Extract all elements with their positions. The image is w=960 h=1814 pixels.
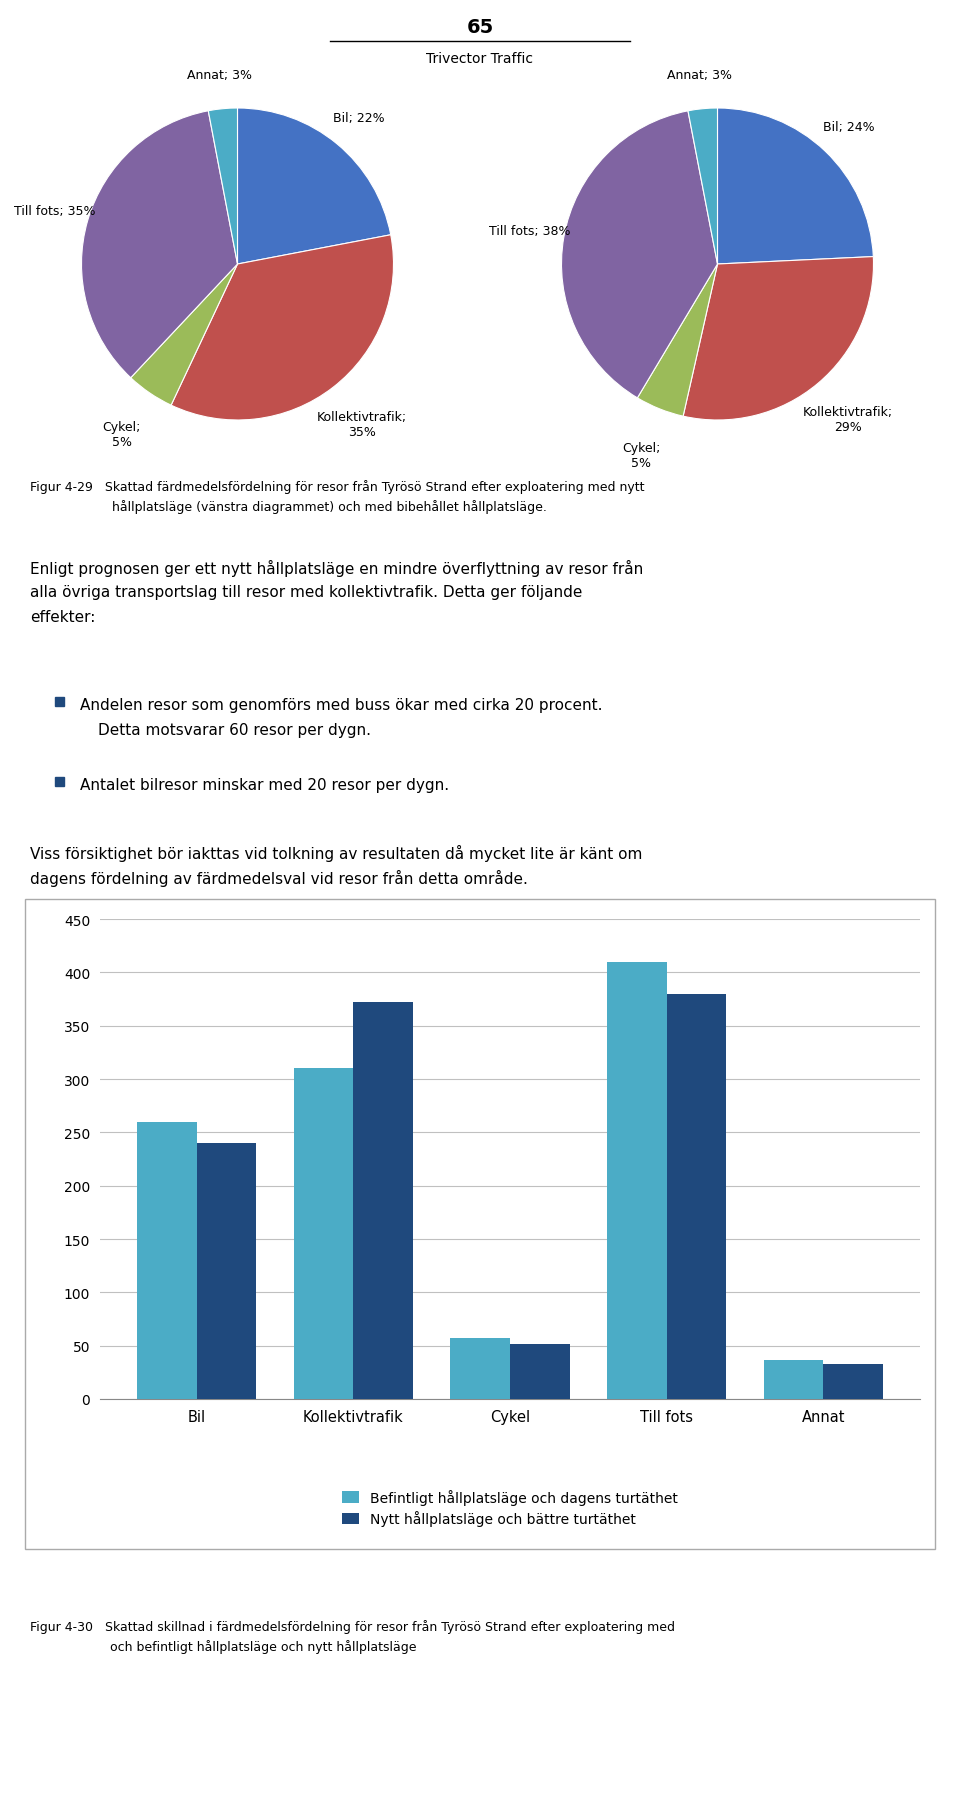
Wedge shape [208,109,237,265]
Text: Trivector Traffic: Trivector Traffic [426,53,534,65]
Bar [666,994,726,1399]
Bar [764,1360,824,1399]
Text: Detta motsvarar 60 resor per dygn.: Detta motsvarar 60 resor per dygn. [98,722,371,738]
Text: Till fots; 35%: Till fots; 35% [14,205,95,218]
Wedge shape [562,112,717,399]
Text: alla övriga transportslag till resor med kollektivtrafik. Detta ger följande: alla övriga transportslag till resor med… [30,584,583,600]
FancyBboxPatch shape [55,698,64,707]
Text: Kollektivtrafik;
35%: Kollektivtrafik; 35% [317,412,407,439]
Text: Cykel;
5%: Cykel; 5% [103,421,141,450]
Bar [197,1143,256,1399]
Text: Annat; 3%: Annat; 3% [667,69,732,82]
Wedge shape [688,109,717,265]
Bar [294,1068,353,1399]
Text: effekter:: effekter: [30,610,95,624]
Text: dagens fördelning av färdmedelsval vid resor från detta område.: dagens fördelning av färdmedelsval vid r… [30,869,528,887]
FancyBboxPatch shape [55,778,64,787]
Text: Enligt prognosen ger ett nytt hållplatsläge en mindre överflyttning av resor frå: Enligt prognosen ger ett nytt hållplatsl… [30,561,643,577]
Wedge shape [717,109,874,265]
Text: Kollektivtrafik;
29%: Kollektivtrafik; 29% [803,406,893,434]
Bar [353,1003,413,1399]
Bar [607,961,666,1399]
Text: Bil; 24%: Bil; 24% [823,122,875,134]
Text: Till fots; 38%: Till fots; 38% [490,225,571,238]
Wedge shape [237,109,391,265]
Wedge shape [131,265,237,406]
Wedge shape [637,265,717,417]
Wedge shape [684,258,874,421]
Bar [510,1344,569,1399]
Text: Bil; 22%: Bil; 22% [333,112,385,125]
Text: hållplatsläge (vänstra diagrammet) och med bibehållet hållplatsläge.: hållplatsläge (vänstra diagrammet) och m… [112,499,547,513]
Text: Figur 4-29   Skattad färdmedelsfördelning för resor från Tyrösö Strand efter exp: Figur 4-29 Skattad färdmedelsfördelning … [30,479,644,493]
FancyBboxPatch shape [25,900,935,1549]
Text: och befintligt hållplatsläge och nytt hållplatsläge: och befintligt hållplatsläge och nytt hå… [110,1640,417,1653]
Text: Figur 4-30   Skattad skillnad i färdmedelsfördelning för resor från Tyrösö Stran: Figur 4-30 Skattad skillnad i färdmedels… [30,1620,675,1633]
Bar [824,1364,883,1399]
Text: Annat; 3%: Annat; 3% [187,69,252,82]
Bar [137,1123,197,1399]
Bar [450,1339,510,1399]
Text: 65: 65 [467,18,493,36]
Text: Viss försiktighet bör iakttas vid tolkning av resultaten då mycket lite är känt : Viss försiktighet bör iakttas vid tolkni… [30,845,642,862]
Text: Cykel;
5%: Cykel; 5% [622,443,660,470]
Text: Antalet bilresor minskar med 20 resor per dygn.: Antalet bilresor minskar med 20 resor pe… [80,778,449,793]
Wedge shape [82,112,237,379]
Legend: Befintligt hållplatsläge och dagens turtäthet, Nytt hållplatsläge och bättre tur: Befintligt hållplatsläge och dagens turt… [342,1489,678,1527]
Wedge shape [171,236,394,421]
Text: Andelen resor som genomförs med buss ökar med cirka 20 procent.: Andelen resor som genomförs med buss öka… [80,698,603,713]
